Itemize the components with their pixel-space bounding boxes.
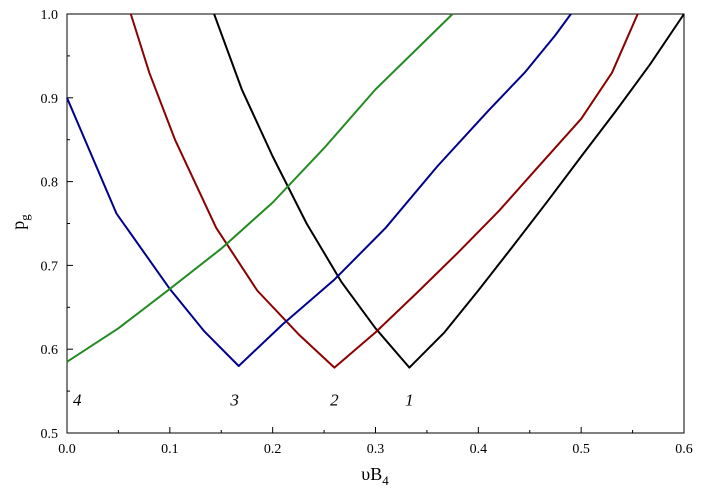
y-axis-title: pg <box>8 214 32 230</box>
curve-label-2: 2 <box>330 390 339 409</box>
x-tick-label: 0.3 <box>367 442 385 457</box>
x-tick-label: 0.2 <box>264 442 282 457</box>
curve-label-4: 4 <box>73 390 82 409</box>
curve-label-1: 1 <box>405 390 414 409</box>
curve-2 <box>129 13 639 369</box>
y-tick-label: 0.8 <box>41 176 59 191</box>
y-tick-label: 0.6 <box>41 343 59 358</box>
x-tick-label: 0.6 <box>675 442 693 457</box>
y-tick-label: 0.7 <box>41 259 59 274</box>
curve-1 <box>213 13 685 369</box>
curve-label-3: 3 <box>229 390 239 409</box>
x-tick-label: 0.5 <box>572 442 590 457</box>
y-tick-label: 1.0 <box>41 8 59 23</box>
x-tick-label: 0.1 <box>161 442 179 457</box>
x-tick-label: 0.0 <box>58 442 76 457</box>
curve-3 <box>66 13 572 367</box>
plot-frame <box>66 13 685 434</box>
axes: 0.0 0.1 0.2 0.3 0.4 0.5 0.6 0.5 0.6 0.7 0.8 0.9 1.0 <box>41 8 693 457</box>
curve-4 <box>66 13 454 363</box>
curves <box>66 13 685 369</box>
x-axis-title: υB4 <box>361 464 389 488</box>
x-tick-label: 0.4 <box>470 442 488 457</box>
y-tick-label: 0.5 <box>41 427 59 442</box>
y-tick-label: 0.9 <box>41 92 59 107</box>
curve-labels: 1 2 3 4 <box>73 390 414 409</box>
